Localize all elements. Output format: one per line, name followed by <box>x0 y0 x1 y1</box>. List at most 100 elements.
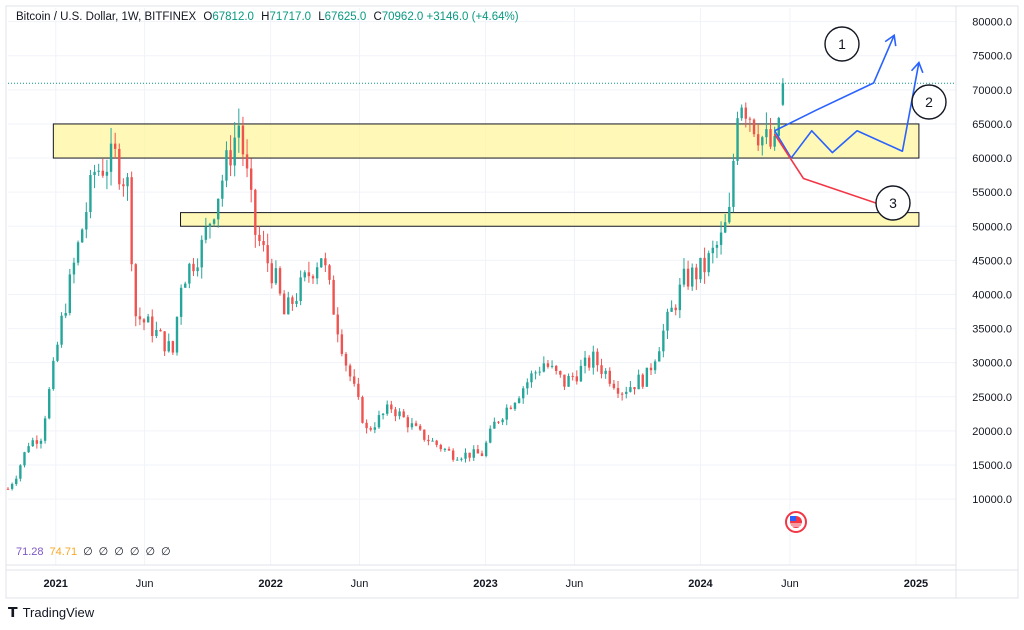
candle-body[interactable] <box>229 150 232 166</box>
candle-body[interactable] <box>711 247 715 254</box>
candle-body[interactable] <box>254 189 257 235</box>
candle-body[interactable] <box>571 375 574 377</box>
candle-body[interactable] <box>608 370 611 384</box>
time-axis[interactable]: 2021 Jun 2022 Jun 2023 Jun 2024 Jun 2025 <box>43 578 928 590</box>
candle-body[interactable] <box>299 277 302 302</box>
candle-body[interactable] <box>534 372 537 374</box>
candle-body[interactable] <box>596 351 599 366</box>
tradingview-brand[interactable]: 𝗧 TradingView <box>8 604 94 621</box>
candle-body[interactable] <box>715 244 719 248</box>
candle-body[interactable] <box>159 329 162 332</box>
price-zone-box[interactable] <box>52 123 920 159</box>
us-flag-event-icon[interactable] <box>785 511 807 533</box>
candle-body[interactable] <box>695 267 698 280</box>
candle-body[interactable] <box>221 180 224 199</box>
candle-body[interactable] <box>328 265 331 280</box>
candle-body[interactable] <box>674 307 677 311</box>
candle-body[interactable] <box>175 316 179 353</box>
candle-body[interactable] <box>179 287 183 317</box>
candle-body[interactable] <box>756 134 760 146</box>
candle-body[interactable] <box>513 402 517 409</box>
candle-body[interactable] <box>76 242 80 263</box>
candle-body[interactable] <box>773 135 776 147</box>
candle-body[interactable] <box>315 267 319 279</box>
candle-body[interactable] <box>406 417 410 428</box>
candle-body[interactable] <box>604 370 607 374</box>
candle-body[interactable] <box>740 107 743 119</box>
candle-body[interactable] <box>340 334 344 354</box>
candle-body[interactable] <box>707 253 710 273</box>
candle-body[interactable] <box>390 404 393 410</box>
candle-body[interactable] <box>423 429 426 440</box>
candle-body[interactable] <box>579 365 583 382</box>
candle-body[interactable] <box>439 444 442 450</box>
candle-body[interactable] <box>765 129 768 138</box>
candle-body[interactable] <box>126 177 129 187</box>
scenario-label-circle[interactable] <box>911 84 947 120</box>
candle-body[interactable] <box>468 452 471 458</box>
candle-body[interactable] <box>493 421 496 429</box>
candle-body[interactable] <box>546 363 550 367</box>
candle-body[interactable] <box>10 483 14 489</box>
candle-body[interactable] <box>629 387 632 392</box>
indicator-values[interactable]: 71.28 74.71 ∅ ∅ ∅ ∅ ∅ ∅ <box>16 545 177 558</box>
candle-body[interactable] <box>208 223 212 227</box>
candle-body[interactable] <box>402 411 405 418</box>
candle-body[interactable] <box>278 268 282 294</box>
candle-body[interactable] <box>497 421 500 423</box>
candle-body[interactable] <box>167 341 170 352</box>
candle-body[interactable] <box>31 440 34 447</box>
candle-body[interactable] <box>15 478 18 484</box>
candle-body[interactable] <box>80 229 84 243</box>
candle-body[interactable] <box>386 404 389 414</box>
candle-body[interactable] <box>781 83 785 105</box>
candle-body[interactable] <box>398 411 401 417</box>
candle-body[interactable] <box>287 297 290 315</box>
candle-body[interactable] <box>291 297 294 304</box>
candle-body[interactable] <box>666 311 669 331</box>
candle-body[interactable] <box>427 439 430 442</box>
candle-body[interactable] <box>472 449 475 458</box>
candle-body[interactable] <box>653 361 657 371</box>
candle-body[interactable] <box>19 465 22 479</box>
candle-body[interactable] <box>612 383 616 389</box>
candle-body[interactable] <box>699 257 702 280</box>
candle-body[interactable] <box>678 284 682 311</box>
candle-body[interactable] <box>563 374 566 387</box>
candle-body[interactable] <box>204 226 208 240</box>
candle-body[interactable] <box>526 382 529 389</box>
candle-body[interactable] <box>89 175 92 213</box>
candle-body[interactable] <box>633 387 636 390</box>
candle-body[interactable] <box>101 170 104 176</box>
candle-body[interactable] <box>670 307 673 312</box>
candle-body[interactable] <box>443 448 447 450</box>
scenario-path-3[interactable] <box>773 133 895 210</box>
candle-body[interactable] <box>39 440 43 444</box>
candle-body[interactable] <box>344 353 348 366</box>
candle-body[interactable] <box>72 262 76 275</box>
candle-body[interactable] <box>686 268 690 287</box>
candle-body[interactable] <box>542 363 546 372</box>
candle-body[interactable] <box>769 129 772 147</box>
candle-body[interactable] <box>303 272 306 278</box>
candle-body[interactable] <box>649 367 653 371</box>
candle-body[interactable] <box>381 413 385 416</box>
candle-body[interactable] <box>113 143 117 149</box>
candle-body[interactable] <box>118 148 121 185</box>
candle-body[interactable] <box>64 312 67 316</box>
candle-body[interactable] <box>56 344 59 361</box>
candle-body[interactable] <box>662 330 665 352</box>
candle-body[interactable] <box>377 415 381 428</box>
candle-body[interactable] <box>122 184 125 187</box>
candle-body[interactable] <box>332 279 335 315</box>
candle-body[interactable] <box>489 428 492 443</box>
scenario-label-circle[interactable] <box>875 185 911 221</box>
candle-body[interactable] <box>249 168 253 190</box>
candle-body[interactable] <box>43 418 47 441</box>
price-zone-box[interactable] <box>180 212 920 227</box>
candle-body[interactable] <box>282 293 286 315</box>
candle-body[interactable] <box>464 452 467 459</box>
candle-body[interactable] <box>435 440 438 445</box>
candle-body[interactable] <box>732 160 735 207</box>
